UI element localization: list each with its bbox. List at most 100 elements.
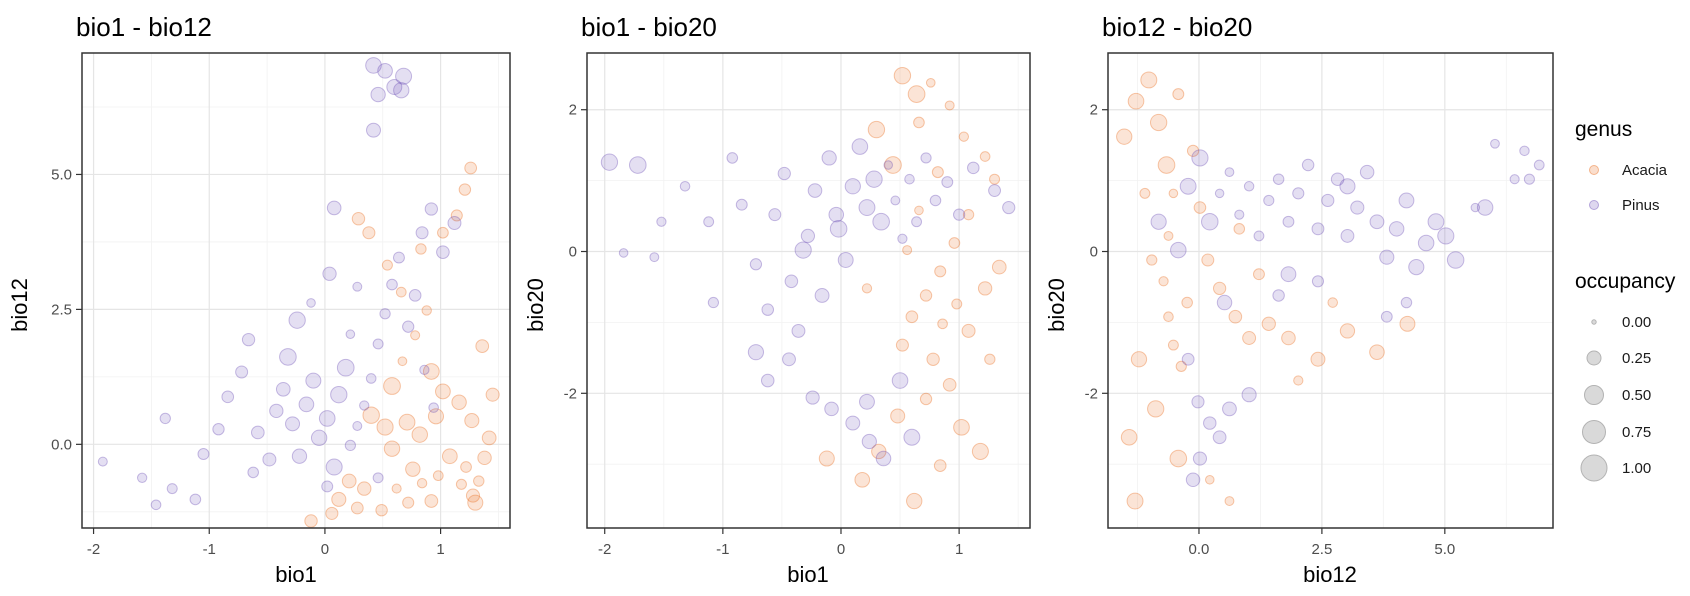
major-gridlines [587,53,1030,528]
scatter-point-pinus [1282,215,1295,228]
scatter-point-acacia [884,156,902,174]
scatter-point-pinus [883,160,894,170]
scatter-point-acacia [1212,281,1227,296]
major-gridlines [82,53,510,528]
plot-background [82,53,510,528]
scatter-point-pinus [269,403,284,419]
y-tick-label: 2.5 [51,301,72,318]
scatter-point-acacia [1126,492,1144,510]
scatter-point-pinus [372,338,384,350]
scatter-point-pinus [250,425,265,440]
scatter-point-acacia [357,481,372,496]
scatter-point-pinus [166,483,178,495]
scatter-point-pinus [305,372,322,389]
scatter-point-pinus [1243,181,1255,192]
scatter-point-pinus [703,216,715,228]
scatter-point-pinus [1417,234,1435,252]
scatter-point-pinus [359,400,370,411]
scatter-point-pinus [782,352,796,367]
scatter-point-pinus [1150,213,1167,230]
scatter-point-pinus [844,178,861,195]
scatter-point-pinus [241,332,256,347]
x-tick-label: 5.0 [1434,541,1455,558]
scatter-point-pinus [872,212,890,231]
scatter-point-pinus [345,329,356,340]
minor-gridlines [1108,53,1553,528]
scatter-point-pinus [618,248,629,258]
scatter-point-acacia [1310,351,1326,367]
scatter-point-pinus [891,372,909,389]
scatter-point-acacia [325,506,339,520]
scatter-point-pinus [1437,227,1455,245]
scatter-point-pinus [344,439,356,452]
scatter-point-pinus [386,79,403,95]
scatter-point-acacia [1130,351,1148,368]
scatter-point-acacia [1281,330,1296,346]
x-tick-label: -1 [203,541,216,558]
x-axis-ticks: -2 -1 0 1 [598,528,963,558]
scatter-point-pinus [600,153,619,171]
scatter-point-acacia [1233,223,1246,235]
scatter-point-acacia [961,323,976,338]
scatter-point-pinus [321,480,334,493]
scatter-point-acacia [467,494,484,511]
scatter-point-pinus [920,152,932,164]
scatter-point-pinus [325,458,343,476]
scatter-point-pinus [1340,228,1355,243]
scatter-point-acacia [1157,156,1176,174]
scatter-point-pinus [262,452,277,467]
legend-item-occupancy-025: 0.25 [1586,350,1651,367]
scatter-point-acacia [971,442,989,460]
scatter-point-pinus [393,82,410,99]
y-axis-title: bio20 [523,278,548,332]
scatter-point-pinus [386,278,398,291]
scatter-point-acacia [854,471,871,488]
occupancy-size-key [1580,454,1608,482]
scatter-point-pinus [365,373,377,384]
legend-label-occupancy: 0.00 [1622,314,1651,331]
scatter-point-pinus [707,296,720,309]
scatter-point-acacia [1140,71,1158,89]
scatter-point-acacia [942,377,957,392]
scatter-point-acacia [1172,88,1185,101]
legend-label-occupancy: 1.00 [1622,460,1651,477]
scatter-point-pinus [395,67,413,85]
scatter-point-pinus [372,472,384,484]
x-axis-title: bio12 [1303,562,1357,587]
scatter-points [600,66,1016,510]
scatter-point-pinus [858,199,876,217]
scatter-point-acacia [948,237,961,249]
scatter-point-pinus [1509,174,1520,185]
plot-background [1108,53,1553,528]
minor-gridlines [82,53,510,528]
scatter-point-pinus [747,344,765,361]
scatter-point-pinus [1301,158,1315,172]
scatter-point-pinus [911,216,923,228]
scatter-point-pinus [212,423,225,436]
scatter-point-acacia [402,496,415,509]
scatter-point-acacia [383,440,401,457]
scatter-point-pinus [310,429,328,447]
scatter-point-acacia [1169,449,1188,468]
scatter-point-acacia [893,66,912,85]
scatter-point-acacia [432,470,444,482]
scatter-point-acacia [460,461,472,473]
scatter-point-acacia [410,330,421,341]
scatter-point-pinus [1201,212,1219,231]
scatter-point-pinus [929,194,942,207]
y-tick-label: 0 [1090,244,1098,261]
legend-label-occupancy: 0.75 [1622,424,1651,441]
scatter-point-pinus [1222,401,1237,417]
legend-item-occupancy-075: 0.75 [1582,420,1651,444]
scatter-point-pinus [1216,294,1233,311]
scatter-point-pinus [1311,275,1325,288]
scatter-point-pinus [761,303,775,316]
legend-item-acacia: Acacia [1589,162,1668,179]
occupancy-size-key [1582,420,1606,444]
scatter-point-pinus [953,208,966,221]
scatter-point-acacia [1253,268,1265,281]
scatter-point-acacia [1242,331,1257,345]
x-tick-label: -2 [87,541,100,558]
y-tick-label: 2 [1090,102,1098,119]
